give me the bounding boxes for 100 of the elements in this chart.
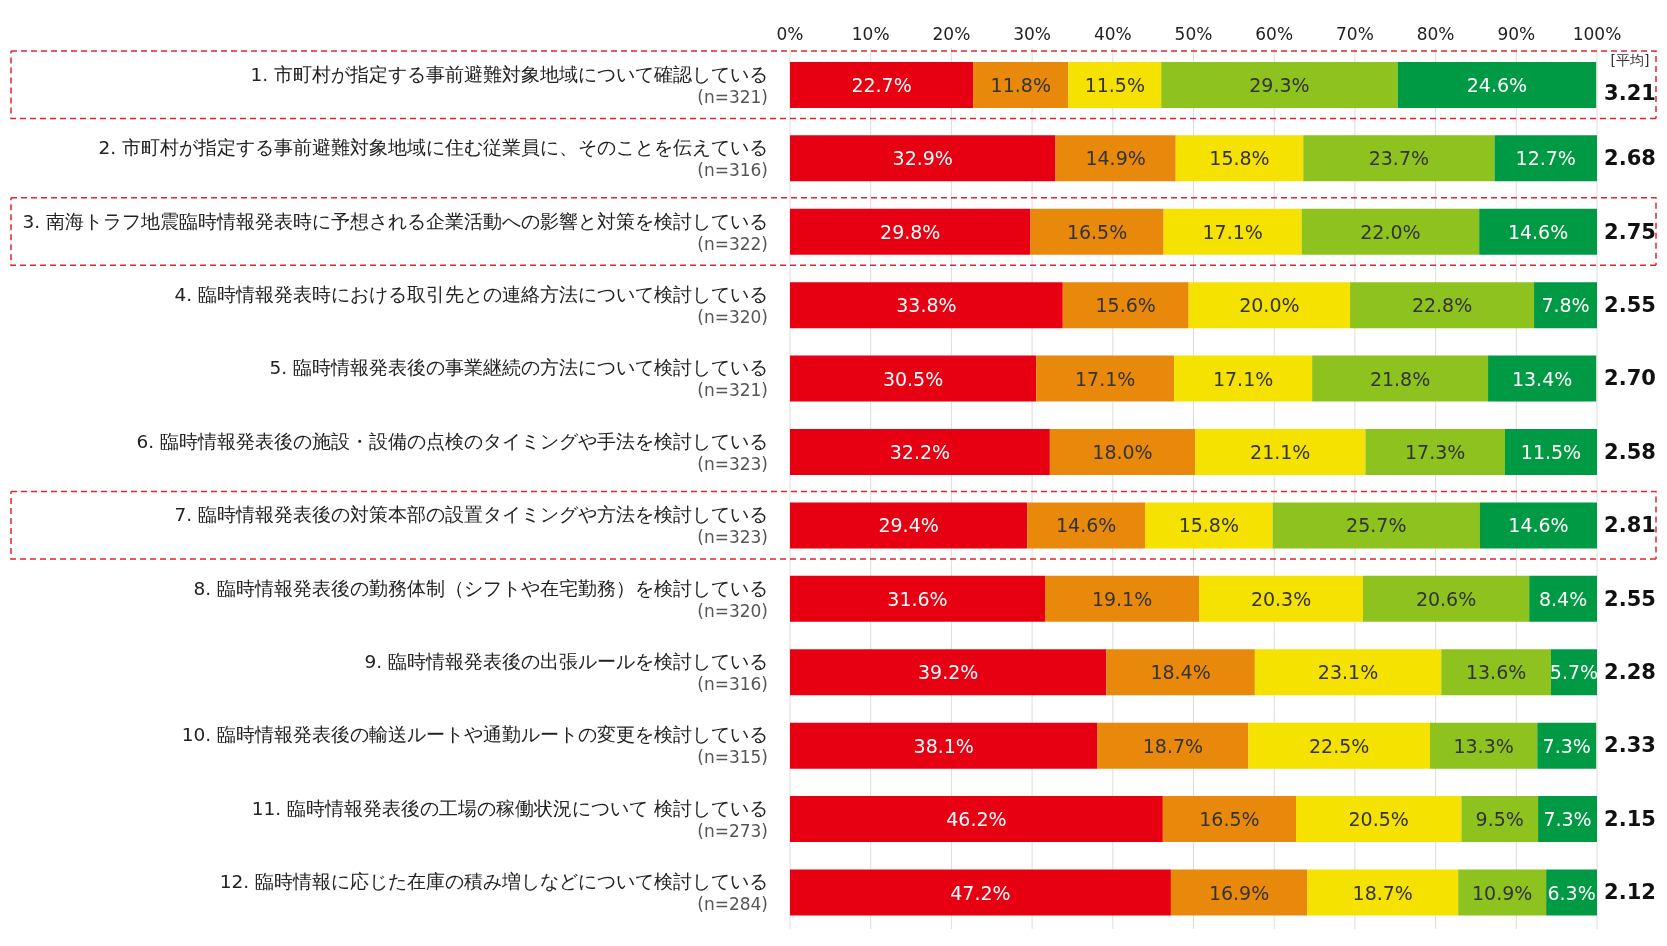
bar — [1301, 208, 1480, 255]
data-label: 20.0% — [1239, 294, 1300, 317]
data-label: 29.3% — [1249, 73, 1310, 96]
y-tick-label: 9. 臨時情報発表後の出張ルールを検討している (n=316) — [364, 651, 768, 695]
data-label: 9.5% — [1475, 808, 1524, 831]
bar — [1362, 575, 1530, 622]
bar — [1397, 61, 1597, 108]
data-label: 15.8% — [1178, 514, 1240, 537]
text: 2.15 — [1603, 806, 1657, 831]
data-label: 15.6% — [1095, 294, 1156, 317]
bar — [1303, 135, 1495, 182]
data-label: 32.2% — [889, 441, 951, 464]
data-label: 17.1% — [1074, 367, 1136, 390]
bar — [1505, 429, 1597, 476]
data-label: 14.6% — [1508, 514, 1569, 537]
bar — [1097, 722, 1249, 769]
data-label: 46.2% — [946, 808, 1007, 831]
bar — [1027, 502, 1146, 549]
bar — [1529, 575, 1597, 622]
data-label: 11.8% — [990, 73, 1051, 96]
y-tick-label: 12. 臨時情報に応じた在庫の積み増しなどについて検討している (n=284) — [219, 871, 768, 915]
y-tick-label: 1. 市町村が指定する事前避難対象地域について確認している (n=321) — [250, 63, 768, 107]
data-label: 15.8% — [1209, 147, 1270, 170]
text: [平均] — [1609, 52, 1651, 70]
bar — [1350, 282, 1535, 329]
bar — [1170, 869, 1308, 916]
data-label: 18.7% — [1142, 734, 1204, 757]
data-label: 22.5% — [1308, 734, 1370, 757]
y-tick-label: 2. 市町村が指定する事前避難対象地域に住む従業員に、そのことを伝えている (n=316) — [98, 137, 768, 181]
data-label: 10.9% — [1472, 881, 1533, 904]
x-tick-label: 40% — [1093, 24, 1132, 44]
data-label: 11.5% — [1084, 73, 1145, 96]
bar — [1461, 796, 1539, 843]
data-label: 12.7% — [1515, 147, 1576, 170]
data-label: 17.3% — [1405, 441, 1466, 464]
data-label: 13.6% — [1465, 661, 1527, 684]
data-label: 22.8% — [1411, 294, 1473, 317]
bar — [1494, 135, 1597, 182]
text: 3.21 — [1603, 80, 1657, 105]
bar — [1036, 355, 1175, 402]
bar — [1049, 429, 1196, 476]
data-label: 8.4% — [1538, 587, 1588, 610]
data-label: 31.6% — [887, 587, 948, 610]
data-label: 16.5% — [1199, 808, 1260, 831]
text: 2.75 — [1603, 219, 1657, 244]
data-label: 39.2% — [917, 661, 979, 684]
x-tick-label: 100% — [1572, 24, 1622, 44]
y-tick-label: 6. 臨時情報発表後の施設・設備の点検のタイミングや手法を検討している (n=323) — [136, 430, 768, 474]
bar — [1479, 502, 1597, 549]
bar — [1248, 722, 1430, 769]
text: 2.33 — [1603, 733, 1657, 758]
bar — [1254, 649, 1442, 696]
x-tick-label: 60% — [1255, 24, 1294, 44]
data-label: 32.9% — [892, 147, 953, 170]
data-label: 16.9% — [1208, 881, 1270, 904]
bar — [790, 355, 1037, 402]
data-label: 29.4% — [878, 514, 939, 537]
bar — [973, 61, 1069, 108]
bar — [1365, 429, 1505, 476]
bar — [1272, 502, 1480, 549]
x-tick-label: 80% — [1416, 24, 1455, 44]
bar — [790, 61, 974, 108]
text: 2.81 — [1603, 513, 1657, 538]
bar — [790, 869, 1171, 916]
data-label: 21.1% — [1250, 441, 1311, 464]
x-tick-label: 90% — [1497, 24, 1536, 44]
bar — [1488, 355, 1597, 402]
bar — [790, 649, 1107, 696]
data-label: 17.1% — [1202, 220, 1263, 243]
bar — [1199, 575, 1363, 622]
data-label: 21.8% — [1369, 367, 1431, 390]
data-label: 17.1% — [1212, 367, 1274, 390]
data-label: 13.4% — [1511, 367, 1573, 390]
bar — [1538, 796, 1597, 843]
data-label: 47.2% — [950, 881, 1011, 904]
bar — [1458, 869, 1547, 916]
bar — [1429, 722, 1538, 769]
data-label: 7.8% — [1541, 294, 1590, 317]
bar — [1537, 722, 1597, 769]
bar — [1045, 575, 1200, 622]
bar — [790, 429, 1050, 476]
bar — [1161, 61, 1398, 108]
bar — [1195, 429, 1366, 476]
bar — [1175, 135, 1304, 182]
data-label: 29.8% — [880, 220, 941, 243]
data-label: 18.0% — [1092, 441, 1153, 464]
data-label: 22.7% — [851, 73, 912, 96]
data-label: 6.3% — [1547, 881, 1596, 904]
data-label: 23.7% — [1368, 147, 1430, 170]
data-label: 18.7% — [1352, 881, 1413, 904]
data-label: 18.4% — [1150, 661, 1211, 684]
bar — [790, 502, 1028, 549]
bar — [1534, 282, 1597, 329]
bar — [1068, 61, 1162, 108]
x-tick-label: 50% — [1174, 24, 1213, 44]
data-label: 24.6% — [1466, 73, 1528, 96]
bar — [1162, 796, 1296, 843]
data-label: 22.0% — [1360, 220, 1421, 243]
data-label: 38.1% — [913, 734, 974, 757]
bar — [790, 208, 1031, 255]
